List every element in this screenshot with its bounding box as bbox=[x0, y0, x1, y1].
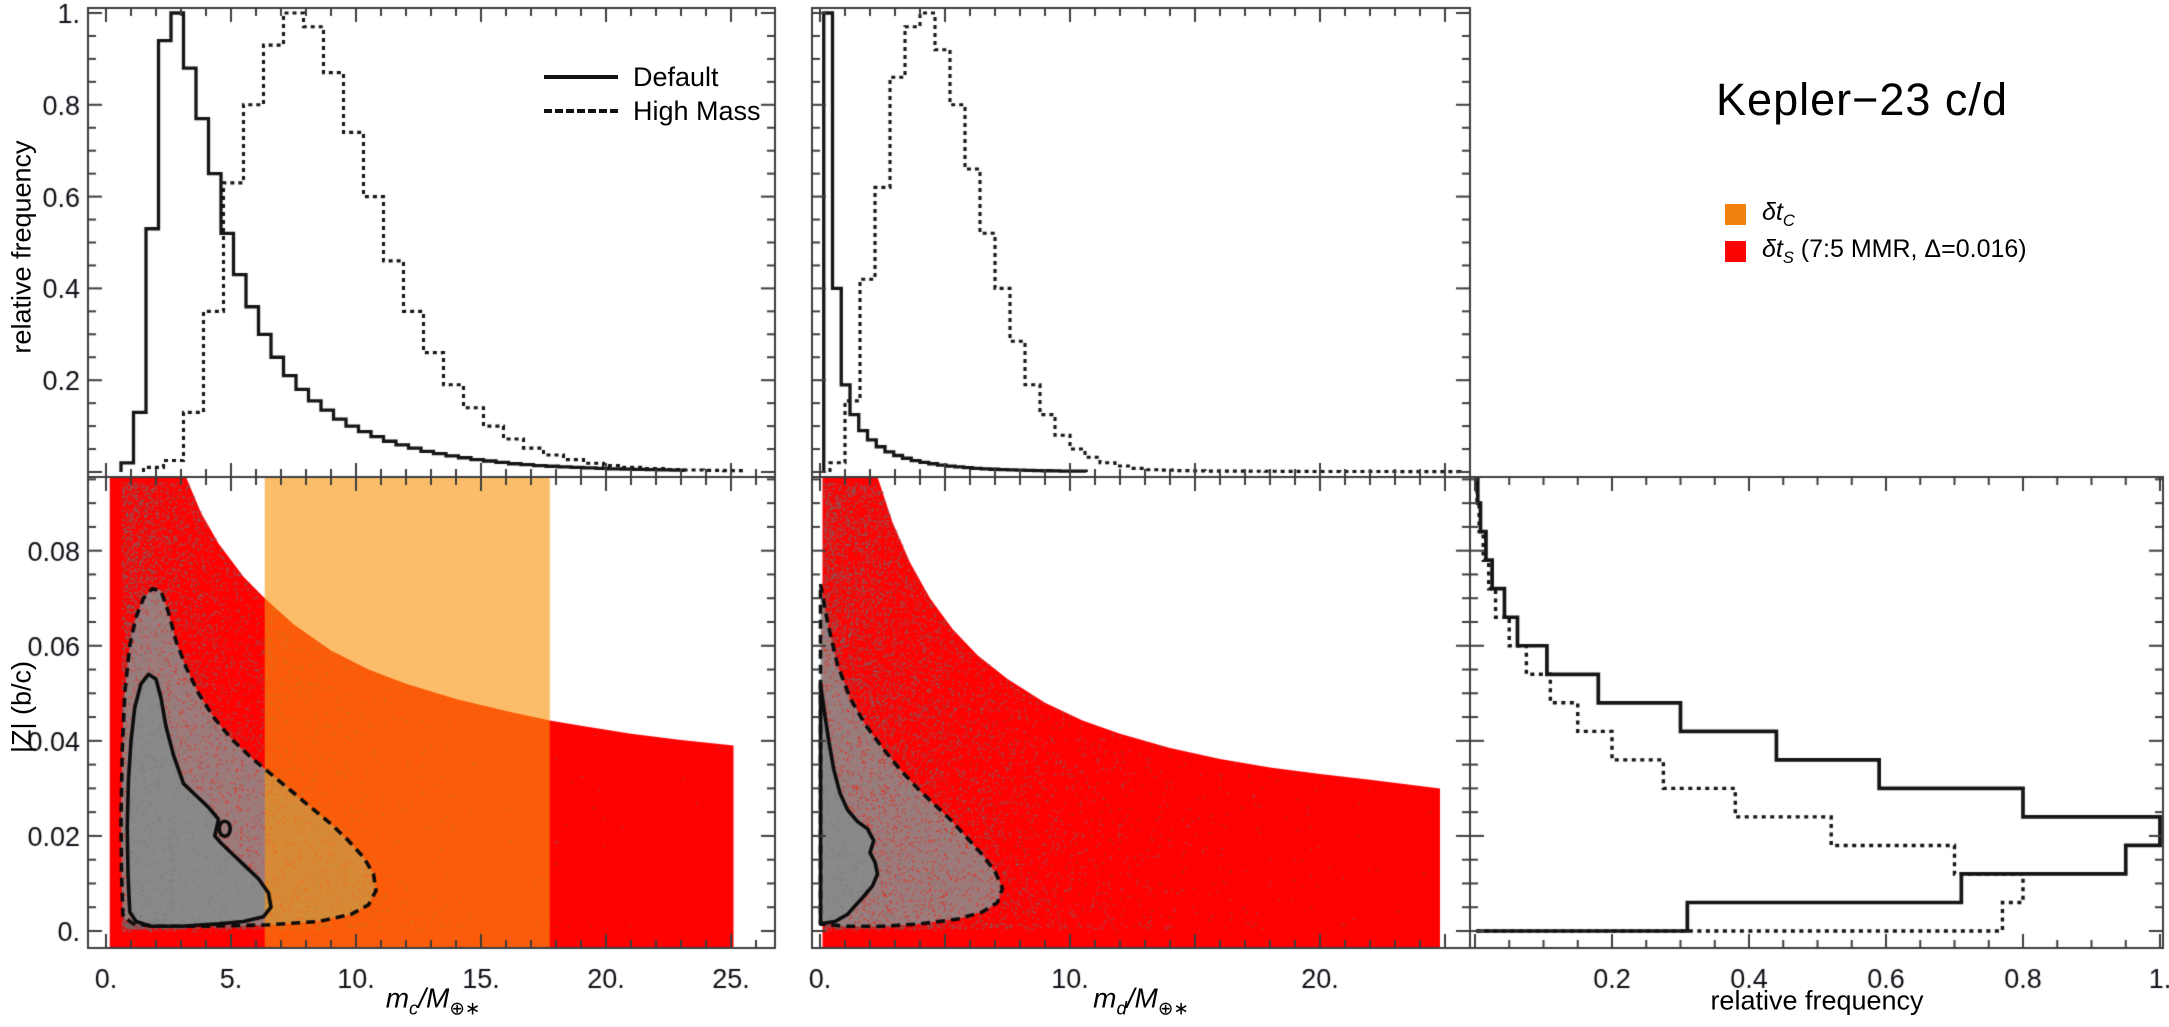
delta-t-symbol: δt bbox=[1762, 235, 1783, 263]
region-legend: δtC δtS (7:5 MMR, Δ=0.016) bbox=[1725, 196, 2027, 270]
delta-t-subscript: S bbox=[1782, 249, 1794, 267]
delta-t-symbol: δt bbox=[1762, 198, 1783, 226]
md-denominator: /M bbox=[1126, 982, 1158, 1014]
x-axis-label-mc: mc/M⊕∗ bbox=[386, 983, 481, 1020]
figure-title: Kepler−23 c/d bbox=[1716, 74, 2008, 125]
red-swatch-icon bbox=[1725, 241, 1746, 262]
legend-item-default: Default bbox=[544, 60, 761, 94]
legend-item-highmass: High Mass bbox=[544, 94, 761, 128]
dashed-line-icon bbox=[544, 109, 618, 113]
solid-line-icon bbox=[544, 75, 618, 79]
mc-subscript: c bbox=[409, 997, 419, 1019]
delta-t-subscript: C bbox=[1782, 212, 1795, 230]
legend-item-label: Default bbox=[633, 61, 719, 92]
legend-item-label: δtC bbox=[1762, 198, 1795, 231]
x-axis-label-relfreq: relative frequency bbox=[1710, 985, 1924, 1016]
md-earth-symbol: ⊕∗ bbox=[1157, 997, 1189, 1019]
legend-item-dtc: δtC bbox=[1725, 196, 2027, 233]
legend-item-dts: δtS (7:5 MMR, Δ=0.016) bbox=[1725, 233, 2027, 270]
mc-earth-symbol: ⊕∗ bbox=[449, 997, 481, 1019]
orange-swatch-icon bbox=[1725, 204, 1746, 225]
legend-item-suffix: (7:5 MMR, Δ=0.016) bbox=[1793, 235, 2027, 263]
y-axis-label-top: relative frequency bbox=[6, 140, 37, 354]
histogram-legend: Default High Mass bbox=[544, 60, 761, 128]
legend-item-label: High Mass bbox=[633, 95, 761, 126]
mc-denominator: /M bbox=[418, 982, 450, 1014]
legend-item-label: δtS (7:5 MMR, Δ=0.016) bbox=[1762, 235, 2027, 268]
y-axis-label-bottom: |Z| (b/c) bbox=[6, 660, 37, 754]
x-axis-label-md: md/M⊕∗ bbox=[1093, 983, 1189, 1020]
md-symbol: m bbox=[1093, 982, 1117, 1014]
md-subscript: d bbox=[1116, 997, 1127, 1019]
mc-symbol: m bbox=[385, 982, 410, 1014]
